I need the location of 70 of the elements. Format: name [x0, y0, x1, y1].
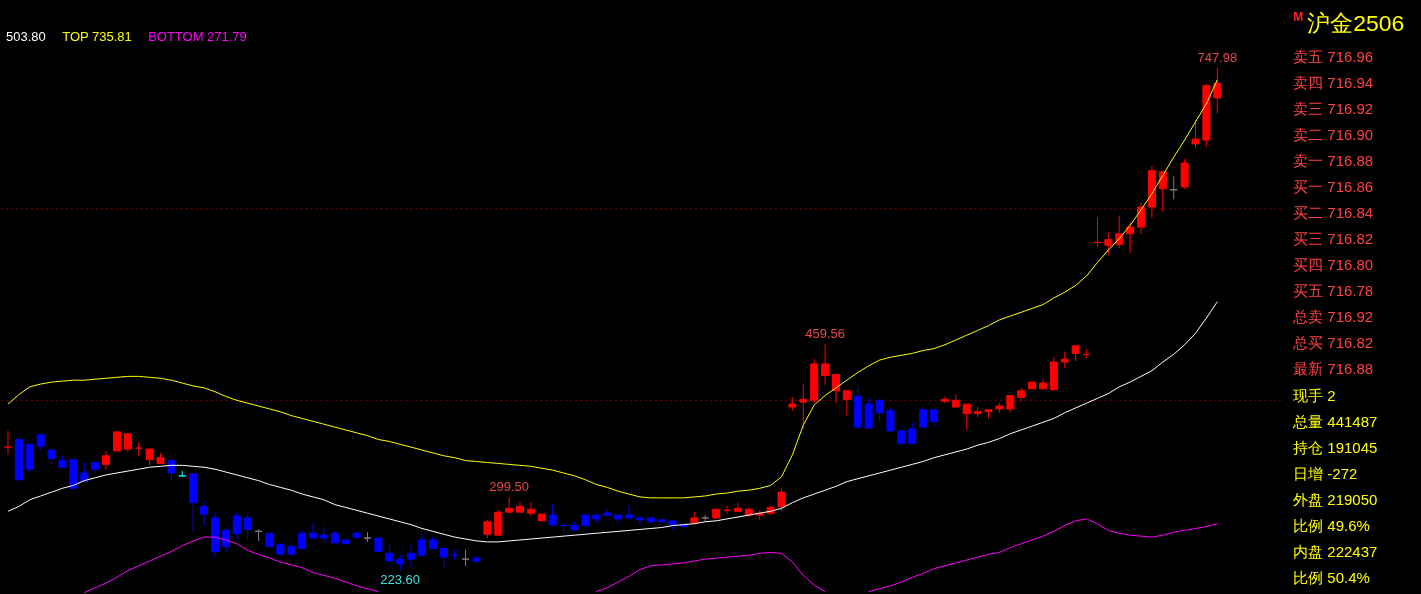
candlestick — [799, 383, 808, 430]
text: 总量 441487 — [1292, 412, 1378, 430]
candlestick — [102, 450, 111, 470]
candlestick — [908, 421, 917, 444]
text: 持仓 191045 — [1293, 438, 1378, 456]
text: 比例 50.4% — [1293, 568, 1370, 586]
candlestick — [548, 503, 557, 528]
text: 买五 716.78 — [1293, 282, 1374, 300]
candlestick — [1180, 158, 1189, 190]
candlestick — [624, 505, 633, 520]
annotation: 747.98 — [1197, 50, 1238, 66]
text: 卖三 716.92 — [1293, 100, 1374, 118]
text: 买三 716.82 — [1293, 230, 1374, 248]
candlestick — [1191, 119, 1200, 149]
candlestick — [733, 502, 742, 513]
candlestick — [962, 403, 971, 430]
text: 买一 716.86 — [1293, 178, 1374, 196]
text: 卖二 716.90 — [1293, 126, 1374, 144]
candlestick — [232, 511, 241, 541]
candlestick — [407, 544, 416, 568]
candlestick — [1104, 232, 1113, 256]
text: 总买 716.82 — [1292, 334, 1374, 352]
annotation: 223.60 — [380, 571, 421, 587]
candlestick — [1213, 67, 1222, 114]
text: TOP 735.81 — [62, 29, 132, 45]
text: 503.80 — [5, 29, 46, 45]
text: 卖一 716.88 — [1293, 152, 1374, 170]
text: 总卖 716.92 — [1292, 308, 1374, 326]
candlestick — [134, 441, 143, 458]
text: M — [1293, 10, 1304, 25]
candlestick — [777, 487, 786, 512]
candlestick — [298, 529, 307, 550]
candlestick — [123, 433, 132, 453]
candlestick — [112, 431, 121, 452]
candlestick — [831, 373, 840, 404]
candlestick — [940, 395, 949, 404]
candlestick — [243, 513, 252, 540]
text: 比例 49.6% — [1293, 516, 1370, 534]
candlestick — [842, 390, 851, 417]
candlestick — [526, 502, 535, 517]
candlestick — [417, 532, 426, 556]
text: 日增 -272 — [1293, 464, 1358, 482]
candlestick — [1137, 202, 1146, 235]
candlestick — [505, 496, 514, 513]
text: 卖五 716.96 — [1293, 48, 1374, 66]
text: 外盘 219050 — [1293, 490, 1378, 508]
candlestick — [483, 519, 492, 539]
text: 现手 2 — [1293, 386, 1336, 404]
candlestick — [221, 526, 230, 553]
text: 买二 716.84 — [1293, 204, 1374, 222]
candlestick — [200, 500, 209, 527]
candlestick — [494, 509, 503, 536]
text: 内盘 222437 — [1293, 542, 1378, 560]
annotation: 299.50 — [489, 479, 529, 495]
text: 最新 716.88 — [1293, 360, 1374, 378]
candlestick — [875, 399, 884, 421]
candlestick — [309, 522, 318, 539]
candlestick — [919, 406, 928, 428]
text: 卖四 716.94 — [1293, 74, 1374, 92]
text: 沪金2506 — [1307, 10, 1405, 37]
text: 买四 716.80 — [1293, 256, 1374, 274]
candlestick — [1126, 221, 1135, 254]
candlestick — [821, 343, 830, 386]
candlestick — [635, 516, 644, 526]
candlestick — [439, 548, 448, 569]
candlestick — [319, 526, 328, 544]
candlestick — [864, 397, 873, 429]
text: BOTTOM 271.79 — [148, 29, 247, 45]
annotation: 459.56 — [805, 326, 845, 342]
candlestick — [886, 407, 895, 432]
